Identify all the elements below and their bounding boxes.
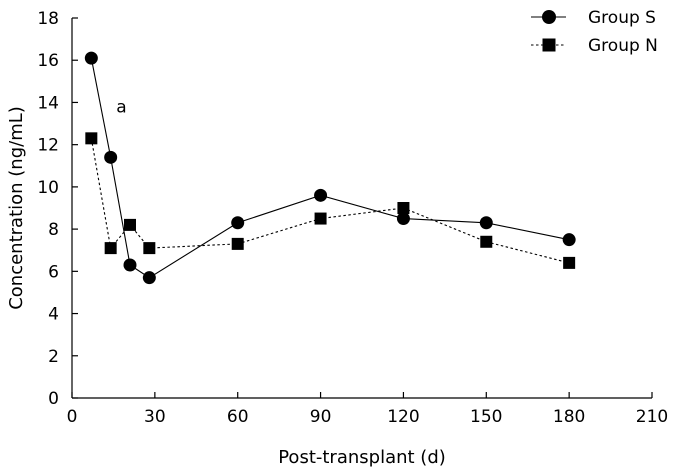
x-tick-label: 120 bbox=[387, 407, 419, 427]
legend-label: Group S bbox=[588, 8, 656, 28]
x-tick-label: 150 bbox=[470, 407, 502, 427]
legend-item: Group S bbox=[531, 8, 656, 28]
annotations: a bbox=[116, 98, 126, 118]
y-tick-label: 8 bbox=[48, 220, 59, 240]
data-point bbox=[85, 132, 98, 145]
data-point bbox=[104, 150, 118, 164]
x-axis-title: Post-transplant (d) bbox=[278, 447, 446, 468]
data-point bbox=[104, 242, 117, 255]
data-point bbox=[314, 188, 328, 202]
x-tick-label: 90 bbox=[310, 407, 332, 427]
data-point bbox=[142, 271, 156, 285]
y-tick-label: 0 bbox=[48, 389, 59, 409]
legend-item: Group N bbox=[531, 36, 658, 56]
x-tick-label: 180 bbox=[553, 407, 585, 427]
y-tick-label: 14 bbox=[37, 93, 59, 113]
legend-label: Group N bbox=[588, 36, 658, 56]
data-point bbox=[562, 233, 576, 247]
y-tick-label: 4 bbox=[48, 305, 59, 325]
data-point bbox=[479, 216, 493, 230]
data-point bbox=[314, 212, 327, 225]
data-point bbox=[480, 235, 493, 248]
data-point bbox=[231, 237, 244, 250]
x-tick-label: 210 bbox=[636, 407, 668, 427]
y-tick-label: 12 bbox=[37, 136, 59, 156]
x-tick-label: 30 bbox=[144, 407, 166, 427]
annotation-label: a bbox=[116, 98, 126, 118]
x-tick-label: 0 bbox=[67, 407, 78, 427]
legend: Group S Group N bbox=[531, 8, 658, 56]
series-line bbox=[90, 138, 570, 264]
square-marker-icon bbox=[542, 38, 556, 52]
series-group-s bbox=[84, 51, 576, 285]
data-point bbox=[124, 218, 136, 231]
series-group-n bbox=[85, 132, 576, 269]
y-tick-label: 6 bbox=[48, 262, 59, 282]
data-point bbox=[143, 242, 156, 255]
y-tick-label: 2 bbox=[48, 347, 59, 367]
y-tick-label: 10 bbox=[37, 178, 59, 198]
data-point bbox=[84, 51, 98, 65]
data-point bbox=[563, 256, 576, 269]
data-point bbox=[123, 258, 137, 272]
y-axis-title: Concentration (ng/mL) bbox=[6, 106, 27, 310]
x-tick-label: 60 bbox=[227, 407, 249, 427]
data-point bbox=[397, 202, 410, 214]
series-group bbox=[84, 51, 576, 285]
y-tick-label: 16 bbox=[37, 51, 59, 71]
y-tick-label: 18 bbox=[37, 9, 59, 29]
data-point bbox=[396, 212, 410, 226]
circle-marker-icon bbox=[542, 10, 556, 24]
data-point bbox=[231, 216, 245, 230]
